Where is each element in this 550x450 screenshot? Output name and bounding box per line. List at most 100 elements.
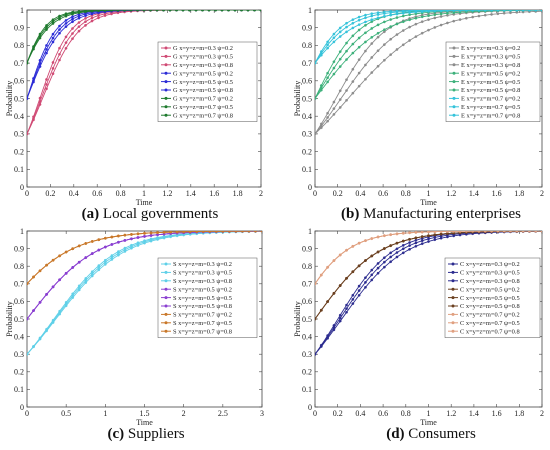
series-marker — [376, 250, 380, 254]
chart-panel-1: 0 0.2 0.4 0.6 0.8 1 1.2 1.4 1.6 1.8 2 0 0.1 0.2 0.3 0.4… — [5, 6, 263, 222]
panel-caption: (b) Manufacturing enterprises — [341, 206, 521, 222]
legend-entry: C x=y=z=m=0.7 ψ=0.2 — [448, 312, 520, 319]
x-tick-label: 1.2 — [446, 409, 456, 418]
legend-entry: G x=y=z=m=0.3 ψ=0.2 — [161, 45, 233, 52]
series-marker — [357, 45, 361, 49]
legend-entry: G x=y=z=m=0.7 ψ=0.2 — [161, 96, 233, 103]
series-marker — [389, 233, 393, 237]
legend-marker — [452, 63, 456, 67]
legend-label: E x=y=z=m=0.3 ψ=0.5 — [461, 54, 520, 61]
series-marker — [332, 72, 336, 76]
y-tick-label: 0.1 — [14, 165, 24, 174]
series-marker — [338, 26, 342, 30]
legend-marker — [452, 105, 456, 109]
series-9 — [315, 10, 542, 65]
y-tick-label: 0.5 — [14, 315, 24, 324]
series-marker — [315, 97, 317, 100]
x-tick-label: 0.6 — [378, 409, 388, 418]
legend-marker — [164, 46, 168, 50]
series-marker — [345, 25, 348, 29]
series-marker — [345, 21, 348, 25]
series-marker — [383, 247, 386, 250]
series-marker — [408, 25, 411, 29]
series-marker — [420, 20, 424, 24]
series-marker — [357, 58, 361, 62]
legend-entry: E x=y=z=m=0.7 ψ=0.5 — [449, 104, 520, 111]
series-marker — [221, 231, 225, 233]
x-tick-label: 1.8 — [514, 409, 524, 418]
series-marker — [401, 231, 405, 235]
series-marker — [357, 28, 361, 32]
series-marker — [332, 259, 336, 262]
series-marker — [401, 29, 405, 32]
series-marker — [338, 106, 342, 109]
series-marker — [395, 10, 399, 13]
series-marker — [446, 10, 449, 12]
series-marker — [401, 239, 405, 243]
y-tick-label: 0.7 — [302, 59, 312, 68]
series-marker — [414, 231, 418, 234]
series-marker — [97, 238, 101, 242]
legend-label: S x=y=z=m=0.7 ψ=0.8 — [173, 328, 232, 335]
x-axis-label: Time — [420, 198, 437, 207]
series-marker — [464, 10, 468, 12]
series-marker — [376, 271, 380, 275]
series-marker — [383, 265, 386, 269]
series-marker — [439, 231, 443, 233]
x-tick-label: 2 — [259, 189, 263, 198]
series-marker — [364, 259, 367, 262]
series-marker — [64, 250, 68, 254]
series-marker — [319, 343, 323, 347]
legend-label: E x=y=z=m=0.7 ψ=0.2 — [461, 96, 520, 103]
series-marker — [45, 48, 48, 51]
legend-marker — [452, 88, 456, 92]
legend-entry: E x=y=z=m=0.5 ψ=0.2 — [449, 70, 520, 77]
legend-marker — [451, 270, 455, 274]
y-tick-label: 1 — [308, 227, 312, 236]
x-tick-label: 0.8 — [401, 409, 411, 418]
legend-label: S x=y=z=m=0.7 ψ=0.2 — [173, 312, 232, 319]
legend-label: C x=y=z=m=0.5 ψ=0.2 — [460, 286, 520, 293]
series-marker — [427, 231, 430, 234]
legend-marker — [164, 304, 168, 308]
series-marker — [64, 35, 68, 39]
y-tick-label: 0.2 — [14, 368, 24, 377]
series-marker — [77, 284, 81, 288]
series-marker — [540, 231, 542, 233]
series-9 — [27, 231, 262, 286]
legend-entry: C x=y=z=m=0.3 ψ=0.5 — [448, 270, 520, 277]
series-1 — [315, 10, 542, 136]
legend-marker — [164, 279, 168, 283]
x-tick-label: 0.2 — [333, 409, 343, 418]
legend-label: E x=y=z=m=0.5 ψ=0.2 — [461, 70, 520, 77]
caption-text: Local governments — [99, 206, 218, 222]
series-marker — [168, 10, 172, 12]
series-marker — [90, 19, 94, 23]
legend-marker — [451, 287, 455, 291]
legend-marker — [451, 321, 455, 325]
series-marker — [315, 282, 317, 286]
series-marker — [71, 15, 74, 19]
series-marker — [84, 10, 87, 13]
series-marker — [149, 10, 152, 12]
legend-label: E x=y=z=m=0.5 ψ=0.5 — [461, 79, 520, 86]
series-marker — [389, 251, 393, 255]
series-marker — [58, 14, 61, 18]
series-marker — [383, 58, 386, 62]
series-marker — [77, 25, 81, 29]
series-marker — [90, 252, 94, 255]
legend-label: C x=y=z=m=0.5 ψ=0.8 — [460, 303, 520, 310]
series-marker — [446, 21, 449, 25]
y-axis-label: Probability — [5, 81, 14, 117]
legend: S x=y=z=m=0.3 ψ=0.2S x=y=z=m=0.3 ψ=0.5S … — [157, 257, 258, 338]
series-marker — [528, 231, 531, 233]
series-marker — [389, 13, 393, 17]
series-marker — [376, 49, 380, 53]
y-axis-label: Probability — [5, 301, 14, 337]
y-tick-label: 0.3 — [14, 130, 24, 139]
y-tick-label: 0.8 — [302, 262, 312, 271]
x-tick-label: 0 — [25, 409, 29, 418]
y-tick-label: 0.6 — [302, 297, 312, 306]
series-marker — [103, 236, 107, 240]
series-marker — [420, 31, 424, 35]
